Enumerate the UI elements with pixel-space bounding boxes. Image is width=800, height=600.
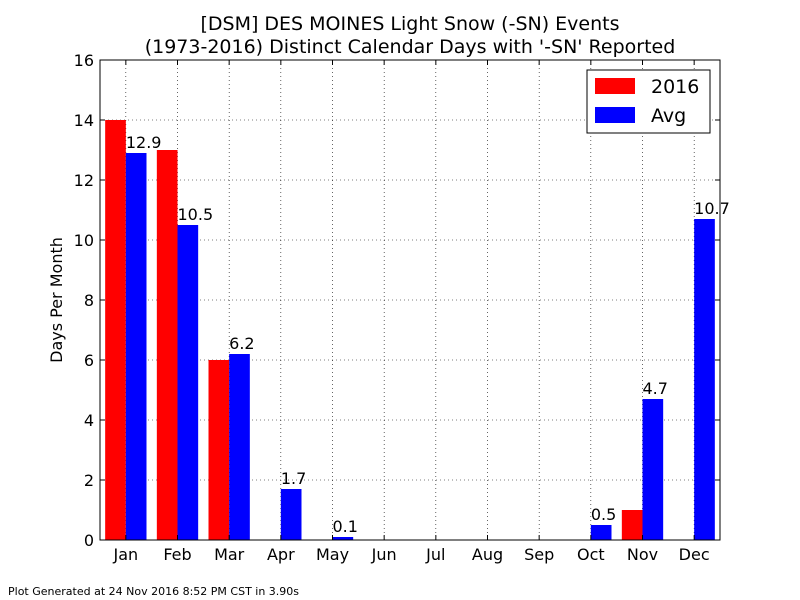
y-tick-label: 14 bbox=[74, 111, 94, 130]
y-tick-label: 0 bbox=[84, 531, 94, 550]
bar-avg-may bbox=[332, 537, 354, 540]
data-label-oct: 0.5 bbox=[591, 505, 616, 524]
y-tick-label: 8 bbox=[84, 291, 94, 310]
plot-generated-footer: Plot Generated at 24 Nov 2016 8:52 PM CS… bbox=[8, 585, 300, 598]
x-tick-label-nov: Nov bbox=[627, 545, 658, 564]
legend: 2016 Avg bbox=[586, 69, 711, 134]
bar-avg-feb bbox=[177, 225, 199, 540]
data-label-dec: 10.7 bbox=[694, 199, 730, 218]
bar-2016-mar bbox=[208, 360, 230, 540]
y-axis: 0 2 4 6 8 10 12 14 16 bbox=[74, 51, 720, 550]
y-tick-label: 12 bbox=[74, 171, 94, 190]
bar-avg-oct bbox=[590, 525, 612, 540]
legend-swatch-avg bbox=[595, 107, 635, 123]
data-label-mar: 6.2 bbox=[229, 334, 254, 353]
chart-title-line1: [DSM] DES MOINES Light Snow (-SN) Events bbox=[200, 13, 619, 35]
x-tick-label-jun: Jun bbox=[371, 545, 397, 564]
y-tick-label: 16 bbox=[74, 51, 94, 70]
x-tick-label-feb: Feb bbox=[163, 545, 191, 564]
data-label-nov: 4.7 bbox=[643, 379, 668, 398]
bar-avg-jan bbox=[125, 153, 147, 540]
y-tick-label: 4 bbox=[84, 411, 94, 430]
data-label-feb: 10.5 bbox=[178, 205, 214, 224]
y-axis-label: Days Per Month bbox=[47, 237, 66, 363]
legend-swatch-2016 bbox=[595, 78, 635, 94]
x-tick-label-jan: Jan bbox=[112, 545, 138, 564]
bar-avg-dec bbox=[694, 219, 715, 540]
bars bbox=[105, 120, 715, 540]
data-label-jan: 12.9 bbox=[126, 133, 162, 152]
data-label-may: 0.1 bbox=[333, 517, 358, 536]
y-tick-label: 6 bbox=[84, 351, 94, 370]
x-tick-label-oct: Oct bbox=[577, 545, 605, 564]
bar-avg-apr bbox=[280, 489, 302, 540]
bar-2016-jan bbox=[105, 120, 126, 540]
chart-title-line2: (1973-2016) Distinct Calendar Days with … bbox=[145, 36, 676, 58]
x-tick-label-dec: Dec bbox=[679, 545, 710, 564]
data-label-apr: 1.7 bbox=[281, 469, 306, 488]
legend-label-2016: 2016 bbox=[651, 76, 699, 98]
y-tick-label: 10 bbox=[74, 231, 94, 250]
x-tick-label-sep: Sep bbox=[524, 545, 554, 564]
x-tick-label-mar: Mar bbox=[214, 545, 245, 564]
bar-2016-nov bbox=[621, 510, 643, 540]
x-tick-label-jul: Jul bbox=[425, 545, 445, 564]
x-tick-label-may: May bbox=[316, 545, 349, 564]
bar-avg-mar bbox=[229, 354, 250, 540]
x-tick-label-apr: Apr bbox=[267, 545, 295, 564]
y-tick-label: 2 bbox=[84, 471, 94, 490]
x-tick-label-aug: Aug bbox=[472, 545, 503, 564]
bar-2016-feb bbox=[156, 150, 178, 540]
bar-labels: 12.9 10.5 6.2 1.7 0.1 0.5 4.7 10.7 bbox=[126, 133, 730, 536]
legend-label-avg: Avg bbox=[651, 105, 686, 127]
bar-avg-nov bbox=[642, 399, 664, 540]
x-axis: Jan Feb Mar Apr May Jun Jul Aug Sep Oct Nov Dec bbox=[112, 60, 710, 564]
